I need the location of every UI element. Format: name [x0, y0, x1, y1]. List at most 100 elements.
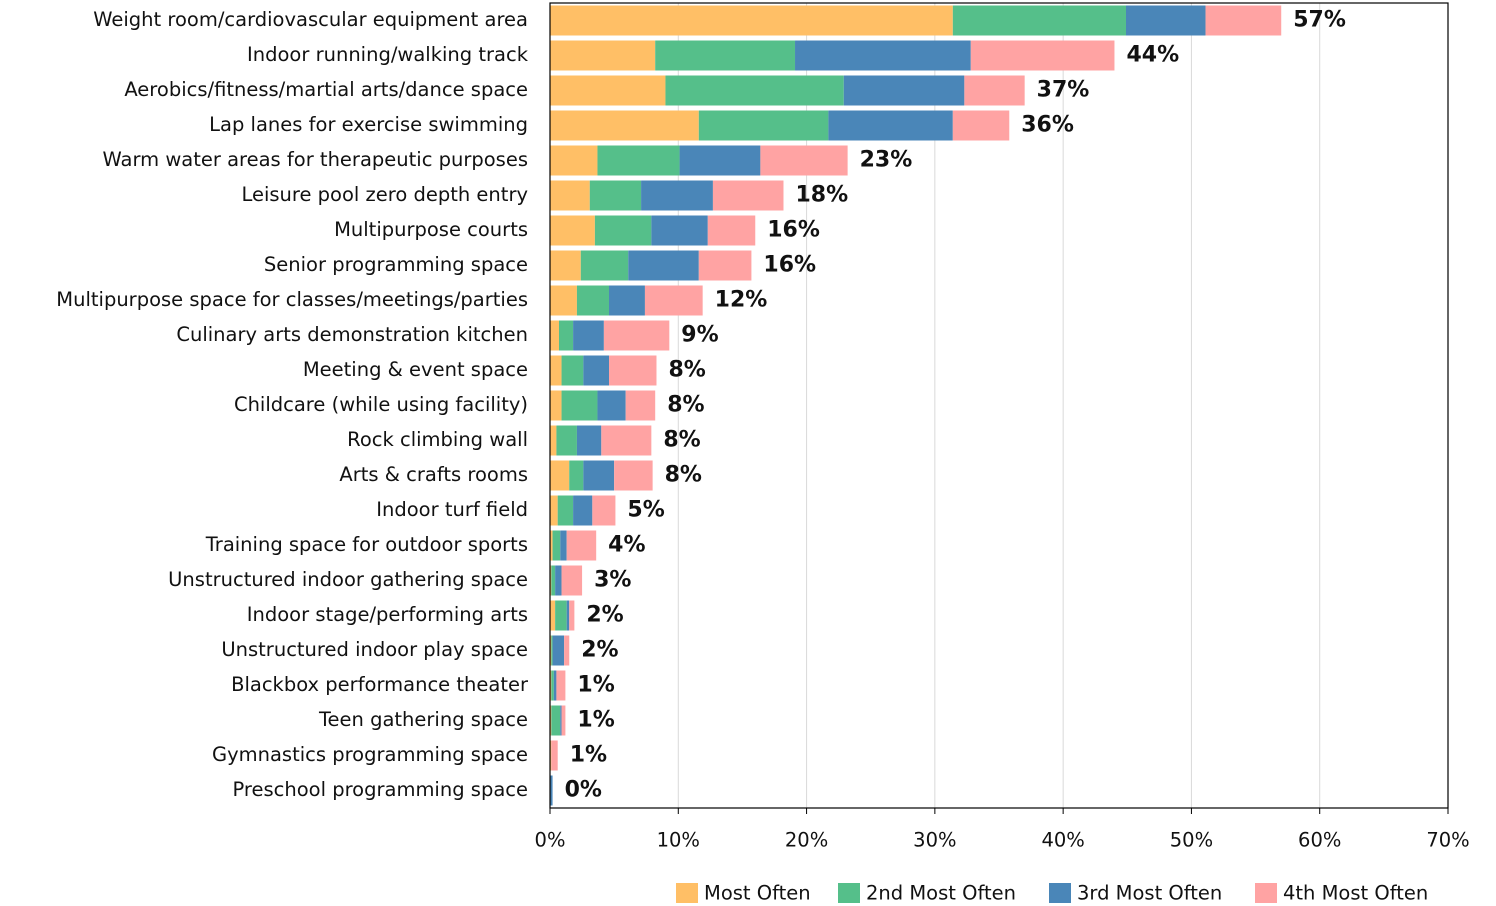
- bar-segment: [550, 180, 590, 211]
- bar-segment: [551, 705, 561, 736]
- bar-segment: [628, 250, 699, 281]
- bar-segment: [614, 460, 653, 491]
- category-label: Meeting & event space: [303, 358, 528, 381]
- category-label: Gymnastics programming space: [212, 743, 528, 766]
- bar-segment: [551, 635, 553, 666]
- total-label: 8%: [668, 358, 705, 383]
- bar-segment: [576, 425, 602, 456]
- category-label: Childcare (while using facility): [234, 393, 528, 416]
- bar-segment: [550, 75, 666, 106]
- bar-segment: [550, 355, 562, 386]
- bar-segment: [594, 215, 652, 246]
- bar-segment: [569, 600, 575, 631]
- bar-segment: [550, 320, 559, 351]
- bar-segment: [561, 355, 584, 386]
- category-label: Unstructured indoor gathering space: [168, 568, 528, 591]
- total-label: 12%: [715, 288, 768, 313]
- plot-frame: [549, 2, 1449, 809]
- total-label: 2%: [581, 638, 618, 663]
- bar-segment: [580, 250, 629, 281]
- category-label: Multipurpose courts: [334, 218, 528, 241]
- bar-segment: [609, 285, 645, 316]
- legend-swatch: [1255, 883, 1277, 903]
- category-label: Arts & crafts rooms: [339, 463, 528, 486]
- bar-segment: [558, 320, 574, 351]
- bar-segment: [964, 75, 1025, 106]
- x-tick-label: 30%: [913, 829, 956, 852]
- bar-segment: [603, 320, 670, 351]
- total-label: 4%: [608, 533, 645, 558]
- bar-segment: [550, 670, 552, 701]
- total-label: 37%: [1037, 78, 1090, 103]
- bar-segment: [550, 495, 558, 526]
- bar-segment: [651, 215, 708, 246]
- legend-label: 4th Most Often: [1283, 882, 1428, 905]
- legend-label: 2nd Most Often: [866, 882, 1016, 905]
- total-label: 5%: [627, 498, 664, 523]
- legend-label: 3rd Most Often: [1077, 882, 1222, 905]
- category-label: Leisure pool zero depth entry: [241, 183, 528, 206]
- bar-segment: [828, 110, 953, 141]
- bar-segment: [601, 425, 652, 456]
- bar-segment: [561, 565, 583, 596]
- category-label: Lap lanes for exercise swimming: [209, 113, 528, 136]
- x-tick-label: 10%: [657, 829, 700, 852]
- bar-segment: [970, 40, 1115, 71]
- total-label: 23%: [860, 148, 913, 173]
- category-label: Culinary arts demonstration kitchen: [176, 323, 528, 346]
- bar-segment: [795, 40, 971, 71]
- category-label: Training space for outdoor sports: [205, 533, 528, 556]
- bar-segment: [560, 530, 567, 561]
- bar-segment: [560, 705, 562, 736]
- bar-segment: [760, 145, 848, 176]
- bar-segment: [555, 600, 567, 631]
- total-label: 8%: [665, 463, 702, 488]
- total-label: 36%: [1021, 113, 1074, 138]
- category-label: Warm water areas for therapeutic purpose…: [102, 148, 528, 171]
- bar-segment: [566, 600, 570, 631]
- bar-segment: [665, 75, 844, 106]
- bar-segment: [561, 390, 598, 421]
- category-label: Teen gathering space: [318, 708, 528, 731]
- bar-segment: [550, 460, 570, 491]
- bar-segment: [550, 285, 577, 316]
- total-label: 16%: [763, 253, 816, 278]
- bar-segment: [550, 215, 595, 246]
- bar-segment: [698, 110, 829, 141]
- legend-swatch: [1049, 883, 1071, 903]
- bar-segment: [592, 495, 616, 526]
- bar-segment: [550, 40, 656, 71]
- bar-segment: [550, 390, 562, 421]
- total-label: 1%: [577, 708, 614, 733]
- total-label: 18%: [795, 183, 848, 208]
- bar-segment: [597, 145, 680, 176]
- bar-segment: [707, 215, 756, 246]
- bar-segment: [550, 110, 699, 141]
- bar-segment: [712, 180, 784, 211]
- bar-segment: [550, 705, 552, 736]
- bar-segment: [550, 600, 556, 631]
- category-label: Indoor running/walking track: [247, 43, 529, 66]
- bar-segment: [550, 740, 552, 771]
- bar-segment: [679, 145, 761, 176]
- category-label: Aerobics/fitness/martial arts/dance spac…: [124, 78, 528, 101]
- bar-segment: [583, 460, 615, 491]
- category-label: Multipurpose space for classes/meetings/…: [56, 288, 528, 311]
- bar-segment: [551, 670, 554, 701]
- total-label: 8%: [663, 428, 700, 453]
- bar-segment: [655, 40, 796, 71]
- category-label: Senior programming space: [264, 253, 528, 276]
- bar-segment: [641, 180, 713, 211]
- bar-segment: [573, 495, 593, 526]
- total-label: 1%: [577, 673, 614, 698]
- x-tick-label: 40%: [1041, 829, 1084, 852]
- bar-segment: [564, 635, 570, 666]
- category-label: Preschool programming space: [232, 778, 528, 801]
- x-tick-label: 60%: [1298, 829, 1341, 852]
- bar-segment: [576, 285, 610, 316]
- bar-segment: [589, 180, 642, 211]
- bar-segment: [569, 460, 584, 491]
- bar-segment: [550, 530, 553, 561]
- bar-segment: [952, 110, 1010, 141]
- bar-segment: [952, 5, 1127, 36]
